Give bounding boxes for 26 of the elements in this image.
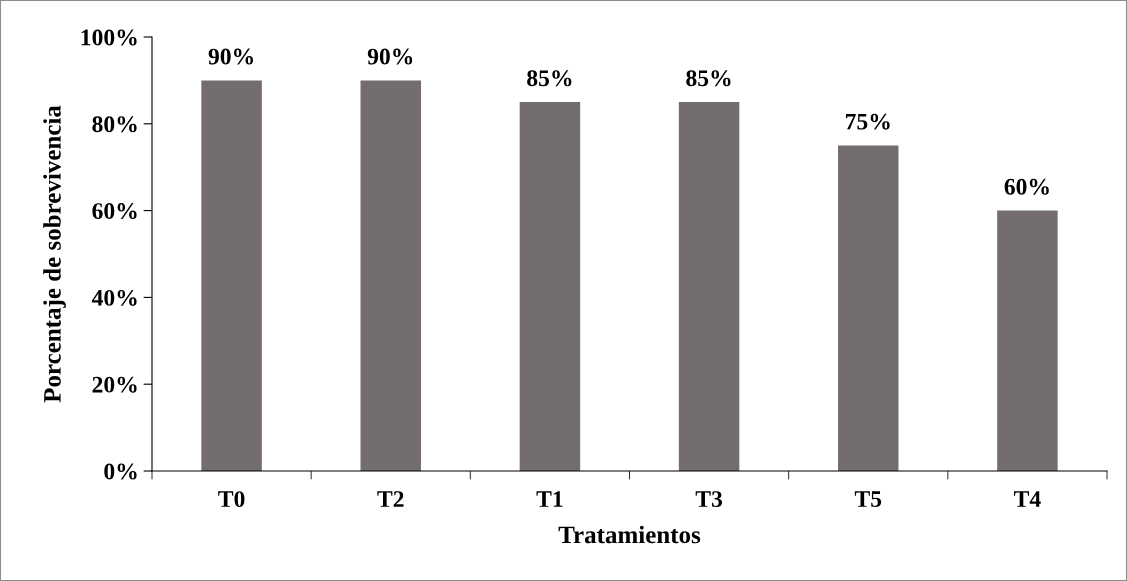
y-tick-label: 0%	[104, 463, 137, 480]
data-label: 90%	[208, 48, 253, 65]
x-tick-label: T4	[1014, 491, 1041, 507]
bar	[360, 80, 421, 471]
y-tick-label: 100%	[81, 29, 137, 46]
data-label: 60%	[1004, 178, 1049, 195]
bar	[201, 80, 262, 471]
bar	[997, 210, 1058, 471]
data-label: 90%	[367, 48, 413, 65]
data-label: 85%	[527, 70, 572, 87]
y-tick-label: 60%	[92, 203, 137, 220]
y-tick-label: 80%	[92, 116, 137, 133]
bar	[678, 102, 740, 471]
bar	[838, 145, 899, 471]
y-tick-label: 20%	[92, 376, 137, 393]
x-tick-label: T0	[218, 491, 245, 508]
y-tick-label: 40%	[91, 289, 137, 306]
x-tick-label: T3	[695, 491, 723, 508]
x-tick-label: T2	[377, 491, 404, 507]
x-tick-label: T1	[536, 491, 563, 507]
x-tick-label: T5	[854, 491, 882, 508]
data-label: 85%	[686, 70, 731, 87]
bar	[519, 102, 581, 471]
y-axis-title: Porcentaje de sobrevivencia	[43, 105, 66, 403]
x-axis-title: Tratamientos	[558, 525, 701, 544]
data-label: 75%	[845, 113, 890, 130]
